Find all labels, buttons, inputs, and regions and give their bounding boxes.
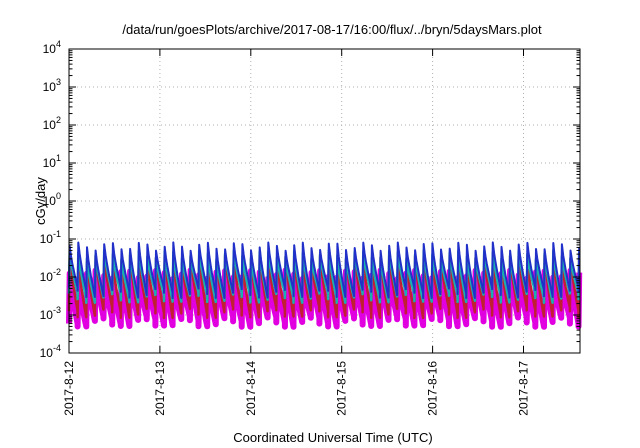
chart-title: /data/run/goesPlots/archive/2017-08-17/1… (122, 22, 542, 37)
x-tick-label: 2017-8-15 (335, 361, 349, 416)
y-tick-label: 103 (43, 77, 61, 94)
x-axis-ticks: 2017-8-12 2017-8-13 2017-8-14 2017-8-15 2017… (62, 49, 531, 416)
y-tick-label: 101 (43, 153, 61, 170)
x-tick-label: 2017-8-12 (62, 361, 76, 416)
grid-lines (69, 49, 580, 353)
y-axis-ticks: 10-4 10-3 10-2 10-1 100 101 102 103 104 (40, 39, 580, 360)
y-axis-label: cGy/day (33, 177, 48, 225)
y-tick-label: 10-3 (40, 305, 61, 322)
x-tick-label: 2017-8-17 (517, 361, 531, 416)
y-tick-label: 102 (43, 115, 61, 132)
series-line (68, 241, 581, 299)
x-axis-label: Coordinated Universal Time (UTC) (233, 430, 432, 445)
series-line (67, 249, 581, 304)
y-tick-label: 100 (43, 191, 61, 208)
series-line (66, 267, 583, 330)
x-tick-label: 2017-8-14 (244, 361, 258, 416)
y-tick-label: 10-2 (40, 267, 61, 284)
y-tick-label: 10-4 (40, 343, 61, 360)
data-series (66, 241, 583, 330)
x-tick-label: 2017-8-13 (153, 361, 167, 416)
y-tick-label: 104 (43, 39, 61, 56)
y-tick-label: 10-1 (40, 229, 61, 246)
x-tick-label: 2017-8-16 (426, 361, 440, 416)
